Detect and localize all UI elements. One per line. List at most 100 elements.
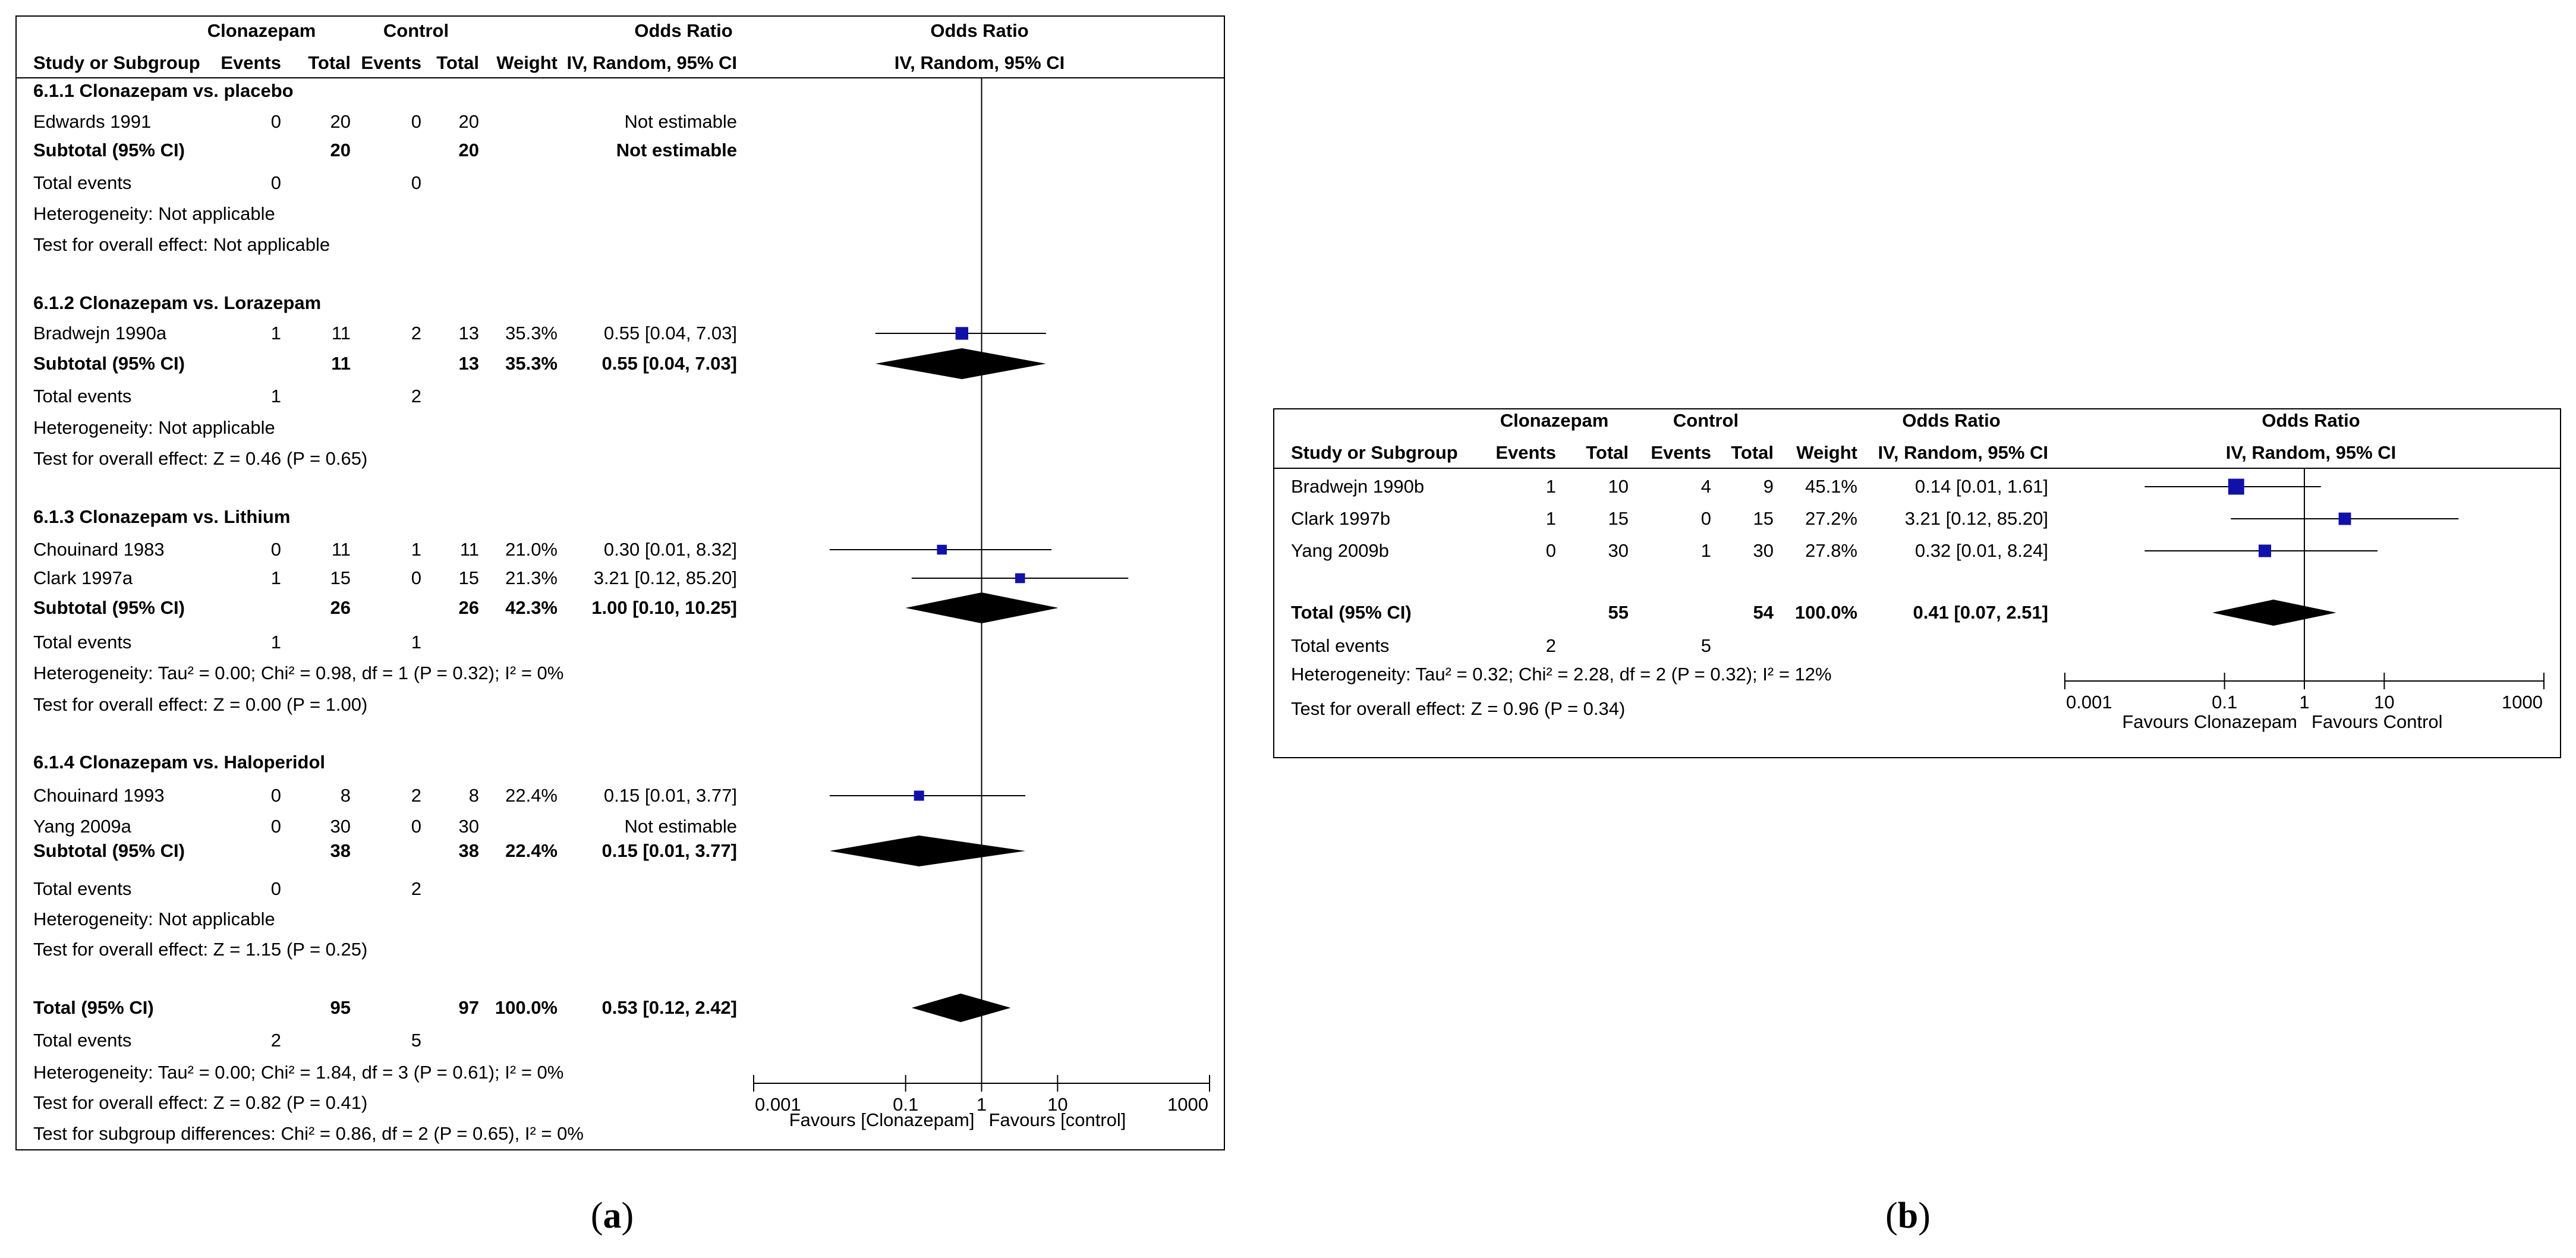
favours-left-label: Favours [Clonazepam] xyxy=(789,1109,975,1130)
study-row-events-2: 4 xyxy=(1701,476,1711,497)
footer-text: Test for overall effect: Z = 0.82 (P = 0… xyxy=(33,1092,367,1113)
total-row-label: Total (95% CI) xyxy=(1291,602,1412,623)
heterogeneity-text: Heterogeneity: Not applicable xyxy=(33,417,275,438)
subtotal-diamond xyxy=(905,592,1059,623)
study-row-events-1: 1 xyxy=(271,567,281,588)
study-row-weight: 21.3% xyxy=(505,567,558,588)
header-odds-ratio: Odds Ratio xyxy=(1902,410,2000,431)
header-total-2: Total xyxy=(436,52,479,73)
total-row-odds-ratio: 0.41 [0.07, 2.51] xyxy=(1913,602,2049,623)
study-row-total-2: 15 xyxy=(1753,508,1774,529)
panel-letter: a xyxy=(603,1196,622,1236)
study-row-events-1: 1 xyxy=(271,323,281,343)
study-row-name: Edwards 1991 xyxy=(33,111,151,132)
study-row-weight: 27.2% xyxy=(1805,508,1857,529)
total-row-label: Total (95% CI) xyxy=(33,997,154,1018)
study-row-total-1: 15 xyxy=(330,567,351,588)
favours-right-label: Favours [control] xyxy=(989,1109,1126,1130)
header-odds-ratio: Odds Ratio xyxy=(634,20,732,41)
panel-a-frame xyxy=(15,15,1225,1150)
study-row-odds-ratio: 0.30 [0.01, 8.32] xyxy=(604,539,737,560)
favours-left-label: Favours Clonazepam xyxy=(2122,711,2297,732)
study-row-total-1: 30 xyxy=(330,816,351,837)
study-row-total-1: 20 xyxy=(330,111,351,132)
study-point-estimate xyxy=(914,790,924,801)
study-row-events-1: 0 xyxy=(271,816,281,837)
x-tick-label: 10 xyxy=(1047,1094,1067,1115)
study-point-estimate xyxy=(2258,544,2272,557)
subtotal-row-weight: 42.3% xyxy=(505,597,558,618)
x-tick-label: 0.001 xyxy=(2066,692,2112,712)
study-row-total-1: 10 xyxy=(1608,476,1629,497)
study-row-events-2: 1 xyxy=(1701,540,1711,561)
study-row-name: Bradwejn 1990b xyxy=(1291,476,1424,497)
header-plot-odds-ratio: Odds Ratio xyxy=(930,20,1028,41)
header-weight: Weight xyxy=(1796,442,1857,463)
header-total-1: Total xyxy=(1586,442,1629,463)
subtotal-row-total-1: 20 xyxy=(330,140,351,160)
header-events-1: Events xyxy=(221,52,281,73)
study-row-total-1: 11 xyxy=(332,323,351,343)
study-row-name: Yang 2009a xyxy=(33,816,132,837)
subtotal-row-odds-ratio: 1.00 [0.10, 10.25] xyxy=(591,597,737,618)
study-row-total-2: 9 xyxy=(1763,476,1774,497)
study-row-total-2: 15 xyxy=(459,567,479,588)
grand-total-events-row-label: Total events xyxy=(33,1030,131,1051)
x-tick-label: 0.1 xyxy=(2212,692,2237,712)
footer-text: Heterogeneity: Tau² = 0.32; Chi² = 2.28,… xyxy=(1291,664,1832,685)
header-study: Study or Subgroup xyxy=(33,52,200,73)
subtotal-row-total-1: 38 xyxy=(330,840,351,861)
study-row-events-1: 1 xyxy=(1546,508,1556,529)
x-tick-label: 10 xyxy=(2374,692,2394,712)
header-total-1: Total xyxy=(308,52,351,73)
grand-total-events-row-events-2: 5 xyxy=(1701,635,1711,656)
subtotal-row-weight: 35.3% xyxy=(505,353,558,374)
study-row-total-2: 20 xyxy=(459,111,479,132)
total-row-odds-ratio: 0.53 [0.12, 2.42] xyxy=(602,997,738,1018)
subtotal-row-label: Subtotal (95% CI) xyxy=(33,353,185,374)
study-row-events-2: 2 xyxy=(411,323,421,343)
header-method: IV, Random, 95% CI xyxy=(566,52,737,73)
study-row-total-2: 30 xyxy=(1753,540,1774,561)
header-study: Study or Subgroup xyxy=(1291,442,1458,463)
total-events-row-events-2: 1 xyxy=(411,632,421,652)
study-row-events-1: 0 xyxy=(271,111,281,132)
study-row-events-2: 2 xyxy=(411,785,421,806)
study-row-events-1: 1 xyxy=(1546,476,1556,497)
study-row-total-2: 30 xyxy=(459,816,479,837)
study-row-total-1: 30 xyxy=(1608,540,1629,561)
total-events-row-events-1: 1 xyxy=(271,386,281,406)
header-plot-method: IV, Random, 95% CI xyxy=(2226,442,2397,463)
x-tick-label: 1000 xyxy=(1167,1094,1208,1115)
header-plot-odds-ratio: Odds Ratio xyxy=(2262,410,2360,431)
subtotal-row-total-1: 11 xyxy=(331,353,351,374)
x-tick-label: 1 xyxy=(977,1094,987,1115)
caption-paren: ) xyxy=(622,1196,634,1236)
study-row-weight: 22.4% xyxy=(505,785,558,806)
total-events-row-events-1: 1 xyxy=(271,632,281,652)
subgroup-title: 6.1.2 Clonazepam vs. Lorazepam xyxy=(33,292,321,313)
header-plot-method: IV, Random, 95% CI xyxy=(895,52,1065,73)
header-total-2: Total xyxy=(1731,442,1774,463)
study-row-odds-ratio: 0.32 [0.01, 8.24] xyxy=(1915,540,2048,561)
total-row-total-1: 55 xyxy=(1608,602,1629,623)
header-group2: Control xyxy=(383,20,449,41)
study-row-odds-ratio: Not estimable xyxy=(624,111,737,132)
grand-total-events-row-events-2: 5 xyxy=(411,1030,421,1051)
subtotal-diamond xyxy=(875,348,1046,379)
study-row-name: Bradwejn 1990a xyxy=(33,323,167,343)
x-tick-label: 0.1 xyxy=(893,1094,918,1115)
caption-paren: ( xyxy=(591,1196,603,1236)
overall-effect-text: Test for overall effect: Z = 1.15 (P = 0… xyxy=(33,939,367,960)
overall-effect-text: Test for overall effect: Z = 0.00 (P = 1… xyxy=(33,694,367,715)
subgroup-title: 6.1.4 Clonazepam vs. Haloperidol xyxy=(33,752,325,773)
study-row-events-1: 0 xyxy=(1546,540,1556,561)
grand-total-events-row-events-1: 2 xyxy=(1546,635,1556,656)
subgroup-title: 6.1.1 Clonazepam vs. placebo xyxy=(33,80,294,101)
footer-text: Test for subgroup differences: Chi² = 0.… xyxy=(33,1123,584,1144)
study-row-odds-ratio: 0.14 [0.01, 1.61] xyxy=(1915,476,2048,497)
heterogeneity-text: Heterogeneity: Not applicable xyxy=(33,203,275,224)
grand-total-events-row-events-1: 2 xyxy=(271,1030,281,1051)
study-point-estimate xyxy=(2228,478,2244,495)
subtotal-row-total-2: 26 xyxy=(459,597,479,618)
